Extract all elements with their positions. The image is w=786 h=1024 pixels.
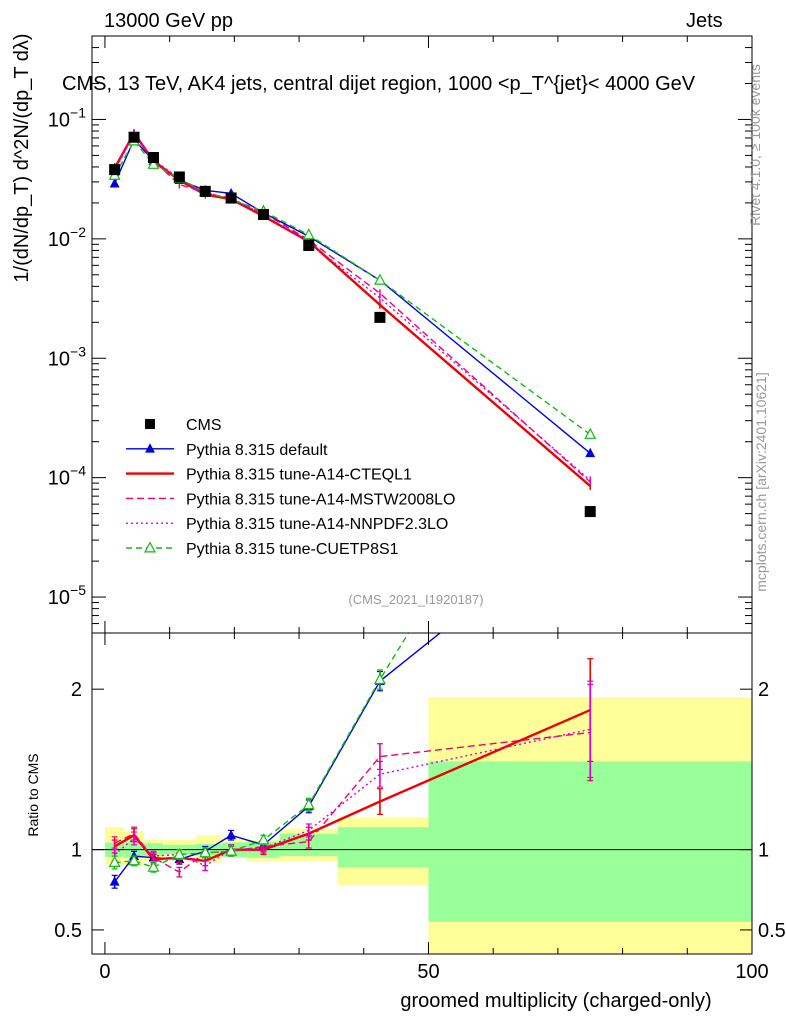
legend-label: CMS [186, 417, 222, 434]
y-axis-label: 1/(dN/dp_T) d^2N/(dp_T dλ) [11, 33, 33, 282]
legend: CMS Pythia 8.315 default Pythia 8.315 tune… [126, 417, 455, 558]
stat-band-inner [337, 827, 429, 868]
ratio-marker [173, 847, 186, 859]
y-tick-label: 10−1 [48, 104, 86, 131]
ratio-marker [128, 854, 141, 866]
data-point [128, 131, 140, 143]
series-marker [584, 427, 597, 439]
y-tick-label: 10−2 [48, 224, 86, 251]
x-tick-label: 50 [417, 961, 439, 983]
legend-marker [144, 541, 156, 553]
legend-label: Pythia 8.315 tune-CUETP8S1 [186, 541, 399, 558]
data-point [374, 311, 386, 323]
x-axis-label: groomed multiplicity (charged-only) [400, 990, 711, 1012]
ratio-plot-series [108, 331, 595, 889]
ratio-marker [226, 829, 237, 840]
series-marker [302, 228, 315, 240]
series-cms-data [109, 131, 596, 518]
legend-entry: Pythia 8.315 tune-A14-CTEQL1 [126, 467, 412, 484]
data-point [147, 152, 159, 164]
data-point [257, 208, 269, 220]
series-marker [585, 447, 596, 458]
ratio-y-tick-label-right: 1 [758, 840, 769, 862]
series-marker [373, 273, 386, 285]
legend-label: Pythia 8.315 tune-A14-MSTW2008LO [186, 491, 455, 508]
axes: 0 50 100 10−5 10−4 10−3 10−2 10−1 0.5 0.5 1 1 2 2 [48, 35, 786, 983]
ratio-line [114, 633, 410, 869]
ratio-line [114, 708, 591, 863]
legend-label: Pythia 8.315 tune-A14-NNPDF2.3LO [186, 516, 448, 533]
legend-entry-cms: CMS [145, 417, 222, 434]
ratio-marker [302, 797, 315, 810]
legend-marker [145, 419, 155, 429]
ratio-line [114, 633, 442, 883]
y-tick-label: 10−3 [48, 343, 86, 370]
data-point [199, 185, 211, 197]
y-tick-label: 10−4 [48, 463, 86, 490]
ratio-marker [373, 672, 386, 684]
ratio-y-tick-label: 2 [71, 679, 82, 701]
legend-entry: Pythia 8.315 tune-A14-NNPDF2.3LO [126, 516, 448, 533]
legend-marker [145, 443, 155, 453]
category-label: Jets [686, 10, 723, 32]
legend-entry: Pythia 8.315 tune-CUETP8S1 [126, 541, 399, 558]
ratio-plot-frame [91, 632, 753, 955]
x-tick-label: 0 [99, 961, 110, 983]
stat-band-inner [428, 761, 752, 922]
uncertainty-bands [104, 697, 752, 954]
ratio-marker [257, 833, 270, 845]
rivet-version-label: Rivet 4.1.0, ≥ 100k events [747, 64, 763, 226]
ratio-y-tick-label: 1 [71, 840, 82, 862]
ratio-marker [147, 860, 160, 872]
series-marker [109, 178, 120, 188]
ratio-marker [108, 855, 121, 867]
process-label: 13000 GeV pp [104, 10, 233, 32]
ratio-marker [199, 846, 212, 858]
series-pythia-8-315-tune-a14-cteql1 [113, 129, 592, 491]
ratio-y-tick-label: 0.5 [54, 920, 82, 942]
ratio-marker [109, 876, 120, 886]
ratio-series-pythia-8-315-tune-cuetp8s1 [108, 331, 595, 873]
data-point [225, 192, 237, 204]
legend-label: Pythia 8.315 tune-A14-CTEQL1 [186, 467, 412, 484]
series-line [114, 139, 591, 436]
mcplots-credit-label: mcplots.cern.ch [arXiv:2401.10621] [753, 372, 769, 591]
plot-title: CMS, 13 TeV, AK4 jets, central dijet reg… [62, 73, 696, 95]
legend-label: Pythia 8.315 default [186, 442, 328, 459]
ratio-y-tick-label-right: 2 [758, 679, 769, 701]
data-point [109, 164, 121, 176]
series-marker [147, 157, 160, 169]
main-plot-series [108, 129, 597, 518]
legend-entry: Pythia 8.315 default [126, 442, 328, 459]
y-tick-label: 10−5 [48, 582, 86, 609]
ratio-axis-label: Ratio to CMS [25, 753, 41, 836]
ratio-line [114, 731, 591, 873]
data-point [584, 506, 596, 518]
data-point [173, 171, 185, 183]
ratio-marker [225, 844, 238, 856]
analysis-watermark: (CMS_2021_I1920187) [348, 592, 483, 607]
ratio-y-tick-label-right: 0.5 [758, 920, 786, 942]
ratio-marker [585, 331, 595, 340]
data-point [303, 239, 315, 251]
ratio-line [114, 728, 591, 867]
legend-entry: Pythia 8.315 tune-A14-MSTW2008LO [126, 491, 455, 508]
x-tick-label: 100 [735, 961, 768, 983]
